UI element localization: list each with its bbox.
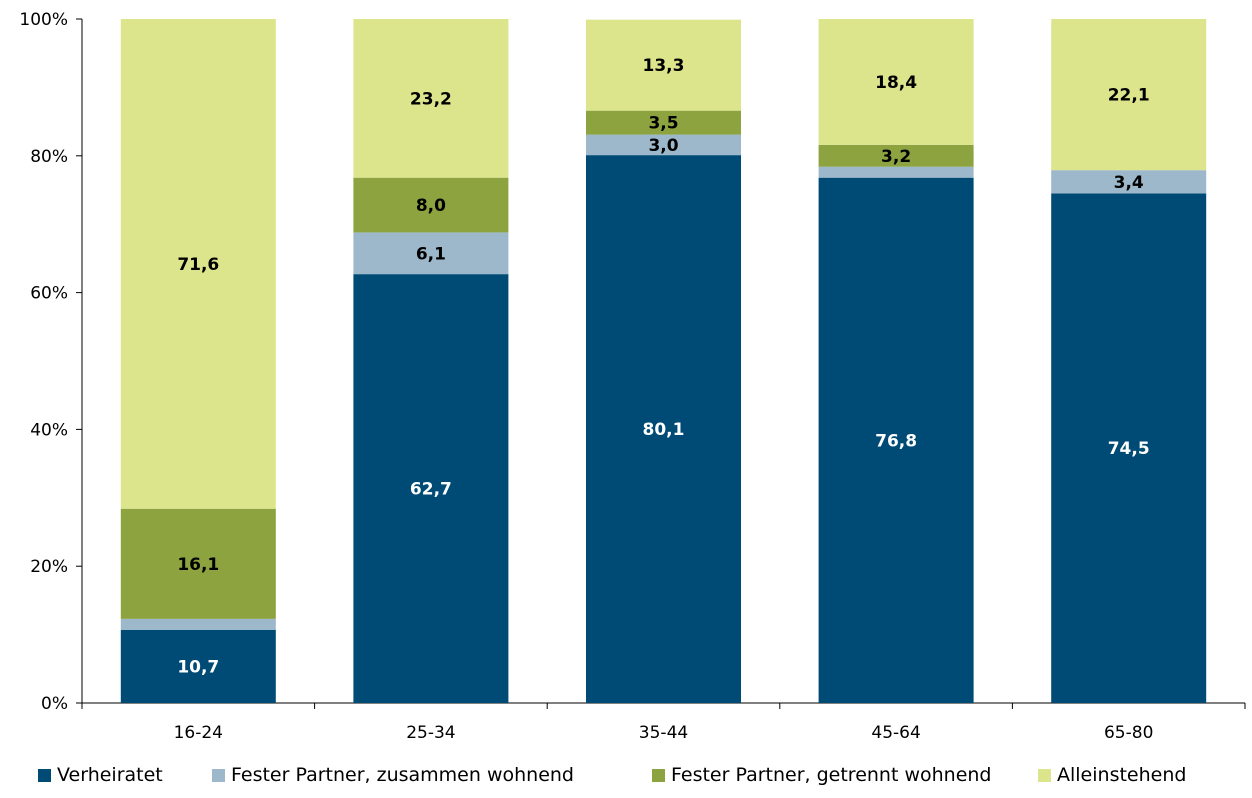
bar-segment xyxy=(818,177,974,704)
data-label: 8,0 xyxy=(416,196,446,216)
y-tick-label: 20% xyxy=(30,557,68,577)
bar-segment xyxy=(353,232,509,275)
x-tick-label: 16-24 xyxy=(174,723,223,743)
legend-item: Fester Partner, zusammen wohnend xyxy=(212,764,574,786)
data-label: 23,2 xyxy=(410,89,452,109)
legend-item: Verheiratet xyxy=(38,764,163,786)
bar-segment xyxy=(818,19,974,145)
bar-segment xyxy=(120,629,276,703)
data-label: 3,2 xyxy=(881,147,911,167)
data-label: 22,1 xyxy=(1108,86,1150,106)
y-tick-label: 80% xyxy=(30,147,68,167)
legend-label: Verheiratet xyxy=(57,764,163,786)
chart-legend: Verheiratet Fester Partner, zusammen wohn… xyxy=(0,764,1252,794)
bar-segment xyxy=(818,166,974,178)
bar-segment xyxy=(353,177,509,233)
data-label: 13,3 xyxy=(643,56,685,76)
bar-segment xyxy=(353,19,509,178)
x-tick-label: 65-80 xyxy=(1104,723,1153,743)
bar-segment xyxy=(1051,19,1207,171)
x-tick-label: 25-34 xyxy=(406,723,455,743)
data-label: 76,8 xyxy=(875,431,917,451)
y-tick-label: 40% xyxy=(30,420,68,440)
data-label: 3,4 xyxy=(1114,173,1144,193)
bar-segment xyxy=(586,19,741,111)
legend-label: Alleinstehend xyxy=(1057,764,1187,786)
data-label: 18,4 xyxy=(875,73,917,93)
bar-segment xyxy=(120,508,276,619)
x-tick-label: 45-64 xyxy=(871,723,920,743)
data-label: 16,1 xyxy=(177,555,219,575)
y-tick-label: 60% xyxy=(30,284,68,304)
bar-segment xyxy=(1051,193,1207,704)
y-tick-label: 100% xyxy=(19,10,68,30)
data-label: 6,1 xyxy=(416,244,446,264)
data-label: 62,7 xyxy=(410,480,452,500)
legend-label: Fester Partner, getrennt wohnend xyxy=(671,764,992,786)
legend-item: Fester Partner, getrennt wohnend xyxy=(652,764,992,786)
bar-segment xyxy=(120,618,276,630)
legend-swatch xyxy=(652,768,665,782)
legend-label: Fester Partner, zusammen wohnend xyxy=(231,764,574,786)
legend-item: Alleinstehend xyxy=(1038,764,1186,786)
legend-swatch xyxy=(212,768,225,782)
bar-segment xyxy=(586,110,741,135)
bar-segment xyxy=(1051,170,1207,194)
legend-swatch xyxy=(1038,768,1051,782)
data-label: 74,5 xyxy=(1108,439,1150,459)
data-label: 71,6 xyxy=(177,255,219,275)
legend-swatch xyxy=(38,768,51,782)
bar-segment xyxy=(353,274,509,703)
bar-segment xyxy=(586,134,741,156)
data-label: 3,0 xyxy=(648,136,678,156)
y-tick-label: 0% xyxy=(41,694,68,714)
data-label: 3,5 xyxy=(648,114,678,134)
bar-segment xyxy=(818,144,974,167)
data-label: 80,1 xyxy=(643,420,685,440)
x-tick-label: 35-44 xyxy=(639,723,688,743)
bar-segment xyxy=(586,155,741,704)
data-label: 10,7 xyxy=(177,657,219,677)
bar-segment xyxy=(120,19,276,509)
chart-plot: 0% 20% 40% 60% 80% 100% 16-24 25-34 35-44 45-64 65… xyxy=(19,10,1246,743)
